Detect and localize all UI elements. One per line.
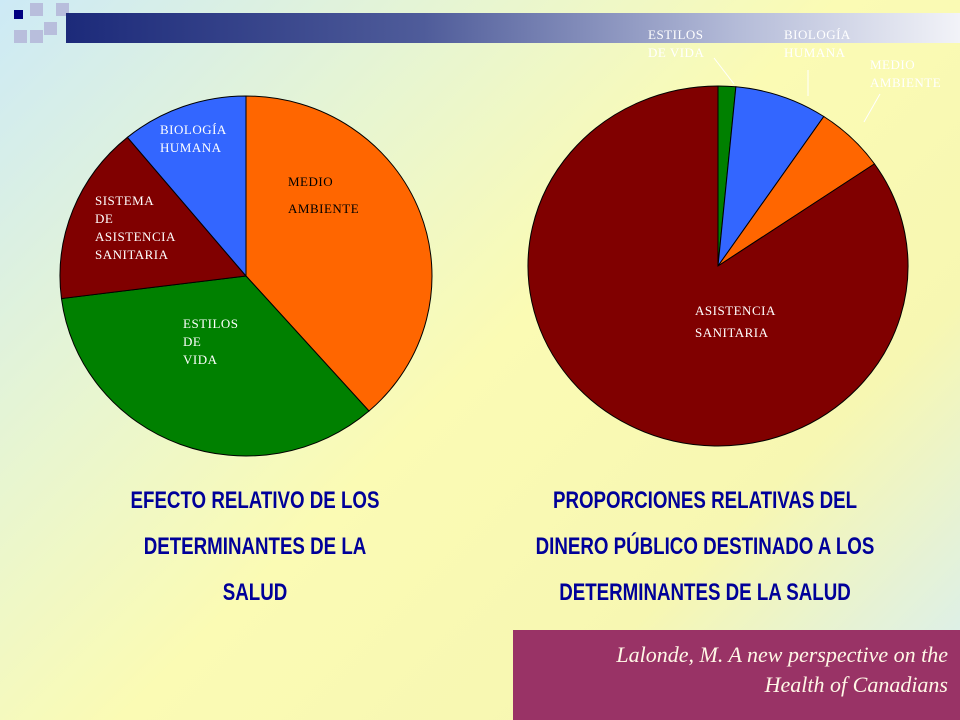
deco-square xyxy=(44,22,57,35)
pie-slice-3 xyxy=(527,85,909,447)
chart-title-health-effect: EFECTO RELATIVO DE LOS DETERMINANTES DE … xyxy=(87,478,422,616)
slice-label-biologia-humana: BIOLOGÍA HUMANA xyxy=(160,122,227,155)
slice-label-medio-ambiente: MEDIO AMBIENTE xyxy=(288,174,360,216)
title-line: SALUD xyxy=(222,579,288,606)
deco-square xyxy=(30,3,43,16)
pie-chart-health-effect xyxy=(59,95,433,457)
title-line: EFECTO RELATIVO DE LOS xyxy=(130,487,380,514)
chart-title-public-spending: PROPORCIONES RELATIVAS DEL DINERO PÚBLIC… xyxy=(518,478,892,616)
leader-line-estilos-de-vida xyxy=(713,57,735,85)
deco-square xyxy=(14,10,23,19)
pie-slice-3 xyxy=(126,95,247,278)
deco-square xyxy=(30,30,43,43)
slice-label-sistema-asistencia-sanitaria: SISTEMA DE ASISTENCIA SANITARIA xyxy=(95,193,176,262)
pie-slice-1 xyxy=(717,86,825,268)
pie-slice-2 xyxy=(59,136,247,300)
pie-slice-0 xyxy=(245,95,433,412)
slice-label-medio-ambiente-spending: MEDIO AMBIENTE xyxy=(870,57,942,90)
title-line: DETERMINANTES DE LA SALUD xyxy=(559,579,851,606)
citation-box: Lalonde, M. A new perspective on the Hea… xyxy=(513,630,960,720)
citation-line: Lalonde, M. A new perspective on the xyxy=(616,642,948,667)
title-line: DINERO PÚBLICO DESTINADO A LOS xyxy=(535,533,875,560)
title-line: DETERMINANTES DE LA xyxy=(143,533,367,560)
slice-label-estilos-de-vida-spending: ESTILOS DE VIDA xyxy=(648,27,705,60)
slice-label-asistencia-sanitaria-spending: ASISTENCIA SANITARIA xyxy=(695,303,776,340)
decorative-squares xyxy=(14,3,69,43)
pie-chart-public-spending xyxy=(527,85,909,447)
citation-line: Health of Canadians xyxy=(764,672,948,697)
leader-line-medio-ambiente xyxy=(863,93,881,123)
title-line: PROPORCIONES RELATIVAS DEL xyxy=(552,487,858,514)
decorative-header-bar xyxy=(66,13,960,43)
pie-slice-1 xyxy=(60,275,370,457)
deco-square xyxy=(14,30,27,43)
slice-label-biologia-humana-spending: BIOLOGÍA HUMANA xyxy=(784,27,851,60)
deco-square xyxy=(56,3,69,16)
slice-label-estilos-de-vida: ESTILOS DE VIDA xyxy=(183,316,239,367)
